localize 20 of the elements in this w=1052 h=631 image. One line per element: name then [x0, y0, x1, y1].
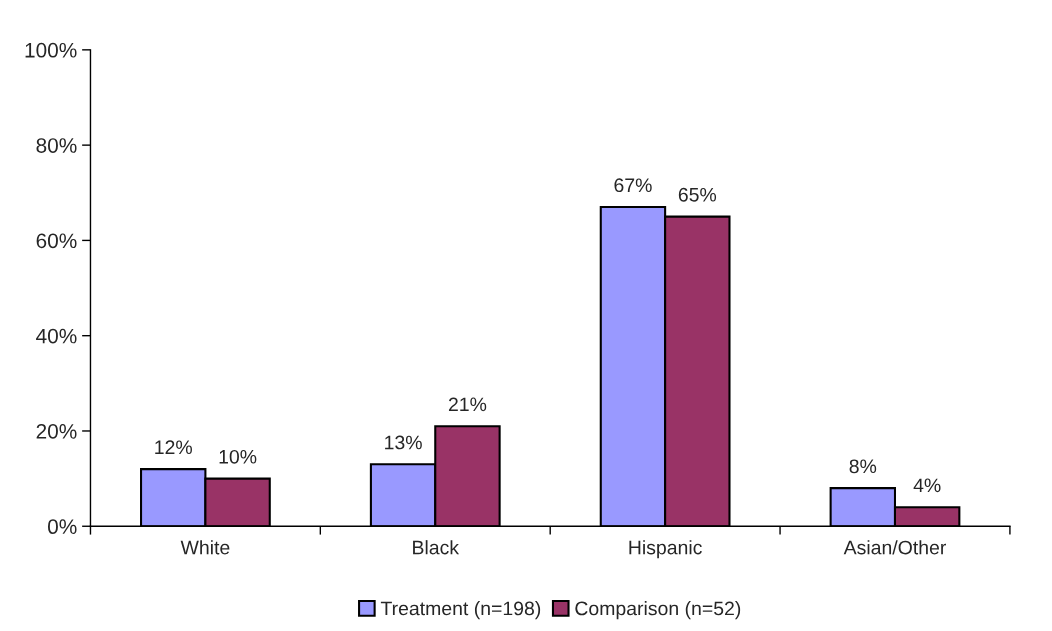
y-tick-label: 80%	[36, 138, 77, 153]
x-tick-label: Black	[413, 540, 460, 555]
x-tick-label: Asian/Other	[843, 540, 946, 555]
data-label: 12%	[155, 440, 192, 455]
y-tick-label: 0%	[47, 519, 77, 535]
y-tick-label: 60%	[36, 233, 77, 249]
legend-label: Comparison (n=52)	[575, 601, 741, 620]
data-label: 10%	[219, 449, 257, 464]
x-tick-label: Hispanic	[629, 540, 702, 559]
data-label: 65%	[678, 187, 717, 202]
x-tick-label: White	[180, 540, 230, 555]
y-tick-label: 40%	[36, 328, 77, 344]
data-label: 67%	[614, 178, 652, 193]
data-label: 8%	[849, 459, 877, 474]
data-label: 21%	[448, 397, 487, 412]
data-label: 13%	[385, 435, 422, 450]
data-label: 4%	[913, 478, 941, 493]
legend-label: Treatment (n=198)	[380, 601, 541, 620]
y-tick-label: 20%	[36, 423, 77, 439]
y-tick-label: 100%	[25, 42, 77, 58]
